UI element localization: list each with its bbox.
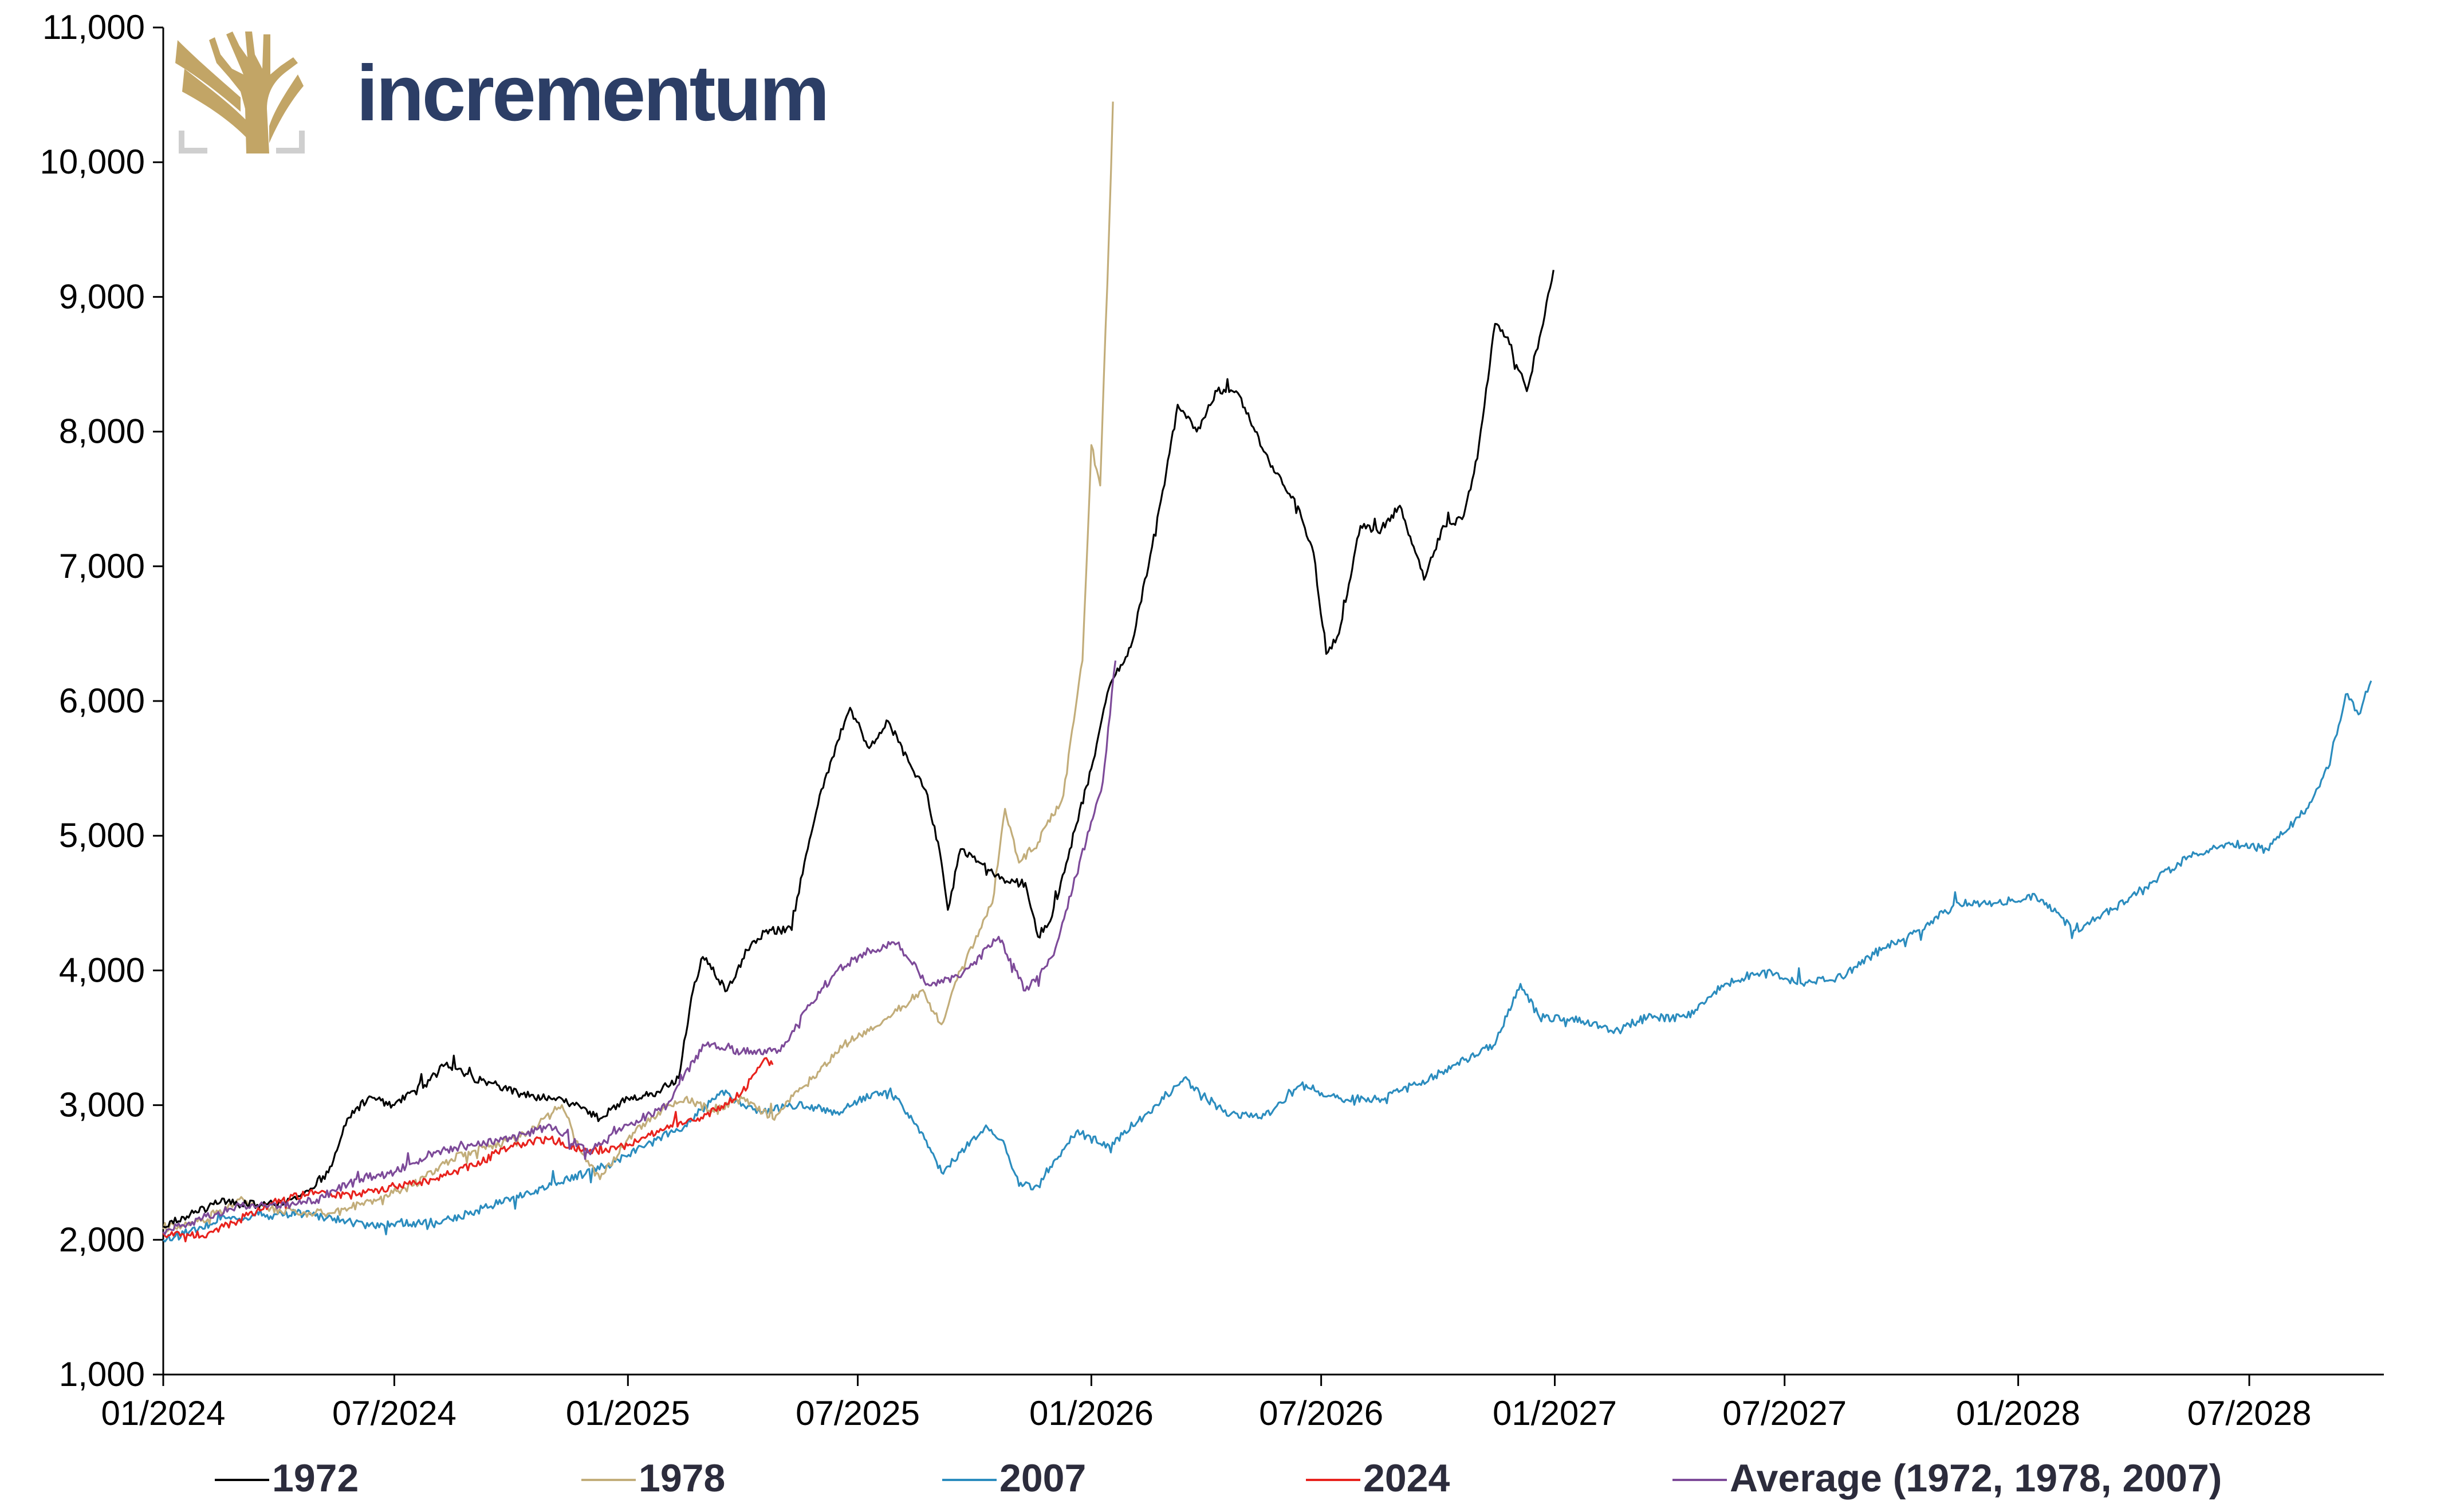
axes: 1,000 2,000 3,000 4,000 5,000 6,000 7,000 8,000…: [40, 8, 2384, 1432]
y-tick-label: 6,000: [59, 682, 145, 720]
y-tick-label: 8,000: [59, 412, 145, 451]
x-tick-label: 01/2024: [101, 1394, 226, 1432]
series-layer: [162, 101, 2372, 1243]
legend-label: 1978: [639, 1456, 725, 1500]
y-tick-label: 3,000: [59, 1086, 145, 1124]
legend-label: 2007: [999, 1456, 1086, 1500]
legend-label: 2024: [1363, 1456, 1450, 1500]
x-tick-label: 07/2028: [2187, 1394, 2312, 1432]
series-line-1972: [163, 270, 1554, 1228]
series-line-1978: [162, 101, 1114, 1233]
y-tick-label: 1,000: [59, 1355, 145, 1393]
series-line-average-1972-1978-2007: [162, 660, 1117, 1235]
y-tick-label: 4,000: [59, 951, 145, 989]
y-tick-label: 11,000: [42, 8, 145, 46]
tree-trunk: [209, 32, 298, 153]
legend-label: 1972: [272, 1456, 359, 1500]
x-tick-label: 07/2024: [332, 1394, 456, 1432]
y-tick-label: 2,000: [59, 1220, 145, 1259]
brand-name: incrementum: [356, 49, 828, 137]
y-tick-label: 9,000: [59, 277, 145, 316]
x-tick-label: 07/2026: [1259, 1394, 1383, 1432]
x-tick-label: 07/2027: [1722, 1394, 1847, 1432]
x-tick-label: 01/2025: [566, 1394, 690, 1432]
y-tick-label: 10,000: [40, 143, 145, 181]
legend: 1972 1978 2007 2024 Average (1972, 1978, 200…: [215, 1456, 2222, 1500]
x-tick-label: 01/2027: [1493, 1394, 1617, 1432]
series-line-2007: [162, 680, 2372, 1243]
logo-bracket: [179, 131, 305, 153]
x-tick-label: 01/2028: [1956, 1394, 2080, 1432]
y-tick-label: 5,000: [59, 816, 145, 855]
tree-branches: [175, 40, 304, 143]
x-tick-label: 01/2026: [1029, 1394, 1154, 1432]
brand-logo: incrementum: [175, 32, 830, 153]
legend-label: Average (1972, 1978, 2007): [1730, 1456, 2222, 1500]
tree-icon: [175, 32, 305, 153]
y-tick-label: 7,000: [59, 547, 145, 585]
x-tick-label: 07/2025: [796, 1394, 920, 1432]
